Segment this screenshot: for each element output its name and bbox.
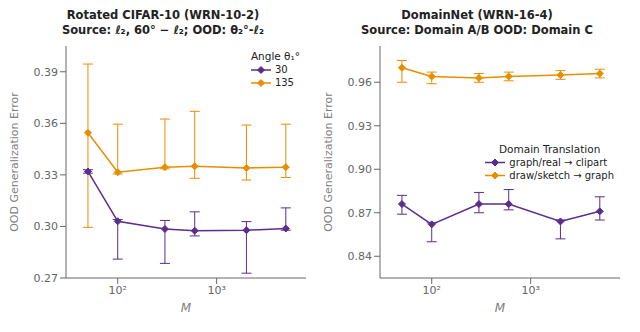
- svg-text:0.27: 0.27: [34, 272, 59, 285]
- svg-text:OOD Generalization Error: OOD Generalization Error: [8, 92, 21, 232]
- svg-text:10³: 10³: [207, 284, 225, 297]
- html-text:Source: ℓ₂, 60° − ℓ₂; OOD: θ₂°: Source: ℓ₂, 60° − ℓ₂; OOD: θ₂°-ℓ₂: [61, 23, 265, 37]
- svg-text:0.84: 0.84: [348, 250, 373, 263]
- svg-text:0.33: 0.33: [34, 169, 59, 182]
- html-text:30: 30: [274, 64, 288, 75]
- svg-text:0.87: 0.87: [348, 207, 373, 220]
- html-text:Rotated CIFAR-10 (WRN-10-2): Rotated CIFAR-10 (WRN-10-2): [66, 8, 260, 22]
- svg-text:0.30: 0.30: [34, 220, 59, 233]
- svg-text:0.36: 0.36: [34, 117, 59, 130]
- svg-text:OOD Generalization Error: OOD Generalization Error: [322, 92, 335, 232]
- svg-text:M: M: [495, 301, 506, 315]
- svg-text:0.96: 0.96: [348, 76, 373, 89]
- svg-text:0.90: 0.90: [348, 163, 373, 176]
- html-text:draw/sketch → graph: draw/sketch → graph: [509, 169, 614, 181]
- svg-text:10³: 10³: [521, 284, 539, 297]
- svg-text:M: M: [181, 301, 192, 315]
- html-text:Source: Domain A/B OOD: Domain: Source: Domain A/B OOD: Domain C: [361, 23, 593, 37]
- html-text:Domain Translation: Domain Translation: [499, 142, 601, 155]
- svg-text:0.39: 0.39: [34, 66, 59, 79]
- html-text:Angle θ₁°: Angle θ₁°: [250, 50, 300, 62]
- svg-text:0.93: 0.93: [348, 120, 373, 133]
- html-text:135: 135: [274, 77, 294, 88]
- svg-text:10²: 10²: [423, 284, 441, 297]
- svg-text:10²: 10²: [109, 284, 127, 297]
- html-text:DomainNet (WRN-16-4): DomainNet (WRN-16-4): [401, 8, 553, 22]
- html-text:graph/real → clipart: graph/real → clipart: [509, 156, 608, 168]
